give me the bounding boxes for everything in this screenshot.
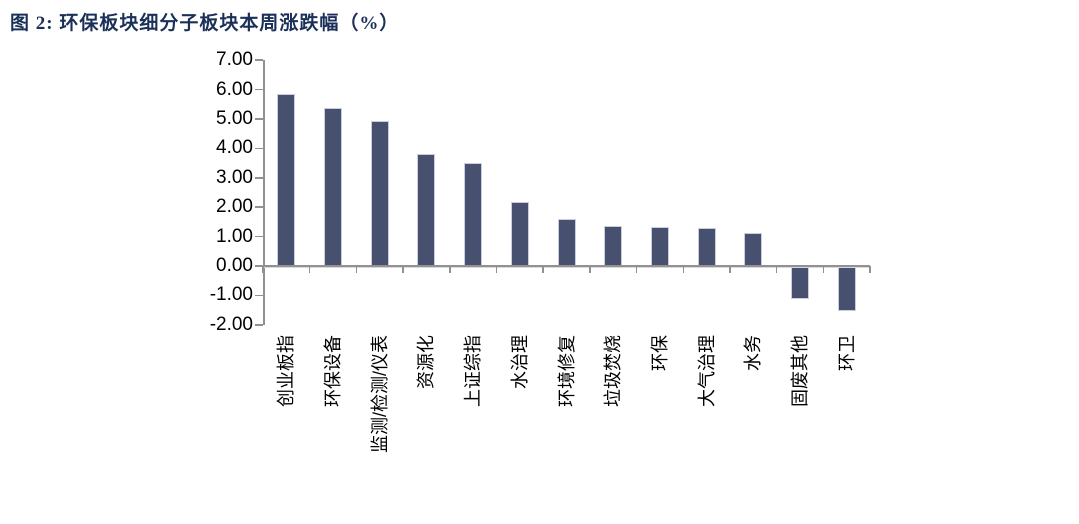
bar [791, 267, 810, 300]
y-tick-mark [255, 147, 263, 150]
y-tick-label: 7.00 [216, 49, 253, 71]
x-category-label: 水治理 [509, 335, 531, 485]
x-tick-mark [589, 266, 591, 273]
chart-panel [185, 37, 893, 483]
bar [557, 218, 576, 266]
x-category-label: 环境修复 [556, 335, 578, 485]
figure-title: 图 2: 环保板块细分子板块本周涨跌幅（%） [10, 13, 400, 34]
bar [277, 94, 296, 266]
bar [650, 226, 669, 266]
x-category-label-text: 固废其他 [790, 335, 811, 407]
y-tick-mark [255, 206, 263, 208]
y-tick-label: -2.00 [209, 313, 253, 335]
y-tick-label: 0.00 [216, 255, 253, 276]
x-tick-mark [355, 266, 358, 273]
x-category-label: 环保设备 [322, 335, 344, 485]
y-tick-mark [255, 88, 263, 91]
x-category-label: 创业板指 [275, 335, 297, 485]
x-axis-line [263, 265, 871, 267]
y-tick-label: 3.00 [216, 166, 253, 188]
y-tick-label: 2.00 [216, 196, 253, 218]
y-tick-label: 4.00 [216, 137, 253, 159]
bar [744, 232, 763, 266]
x-tick-mark [542, 266, 544, 273]
x-category-label: 环保 [649, 335, 671, 485]
y-tick-label: 5.00 [216, 108, 253, 129]
bar [697, 227, 716, 266]
x-category-label-text: 环境修复 [556, 335, 577, 407]
x-category-label: 水务 [742, 335, 764, 485]
y-tick-mark [255, 235, 263, 238]
x-category-label-text: 监测/检测/仪表 [369, 335, 390, 454]
x-tick-mark [775, 266, 778, 273]
bar [417, 153, 436, 266]
bar [464, 162, 483, 266]
x-tick-mark [402, 266, 404, 273]
x-category-label: 监测/检测/仪表 [369, 335, 391, 485]
x-tick-mark [682, 266, 685, 273]
y-tick-mark [255, 294, 263, 297]
x-category-label-text: 大气治理 [696, 335, 717, 407]
x-tick-mark [635, 266, 638, 273]
x-category-label: 环卫 [836, 335, 858, 485]
x-tick-mark [869, 266, 871, 273]
x-category-label: 资源化 [415, 335, 437, 485]
x-category-label-text: 资源化 [416, 335, 437, 389]
y-tick-mark [255, 265, 263, 267]
x-category-label-text: 创业板指 [276, 335, 297, 407]
y-tick-label: 1.00 [216, 225, 253, 247]
bar [324, 107, 343, 266]
bar [837, 267, 856, 312]
x-tick-mark [449, 266, 451, 273]
x-category-label-text: 环保设备 [323, 335, 344, 407]
x-tick-mark [308, 266, 311, 273]
x-tick-mark [262, 266, 264, 273]
x-category-label-text: 环卫 [836, 335, 857, 371]
x-tick-mark [729, 266, 731, 273]
x-tick-mark [495, 266, 498, 273]
y-tick-label: 6.00 [216, 78, 253, 100]
x-category-label: 固废其他 [789, 335, 811, 485]
x-category-label-text: 水治理 [509, 335, 530, 389]
y-tick-label: -1.00 [209, 284, 253, 306]
x-category-label-text: 环保 [649, 335, 670, 371]
y-axis-line [263, 60, 265, 325]
x-category-label-text: 水务 [743, 335, 764, 371]
y-tick-mark [255, 118, 263, 120]
bar [370, 121, 389, 266]
x-tick-mark [822, 266, 825, 273]
y-tick-mark [255, 177, 263, 179]
bar [510, 202, 529, 266]
x-category-label-text: 上证综指 [463, 335, 484, 407]
x-category-label-text: 垃圾焚烧 [603, 335, 624, 407]
y-tick-mark [255, 59, 263, 61]
x-category-label: 大气治理 [696, 335, 718, 485]
bar [604, 225, 623, 266]
x-category-label: 垃圾焚烧 [602, 335, 624, 485]
y-tick-mark [255, 324, 263, 326]
x-category-label: 上证综指 [462, 335, 484, 485]
